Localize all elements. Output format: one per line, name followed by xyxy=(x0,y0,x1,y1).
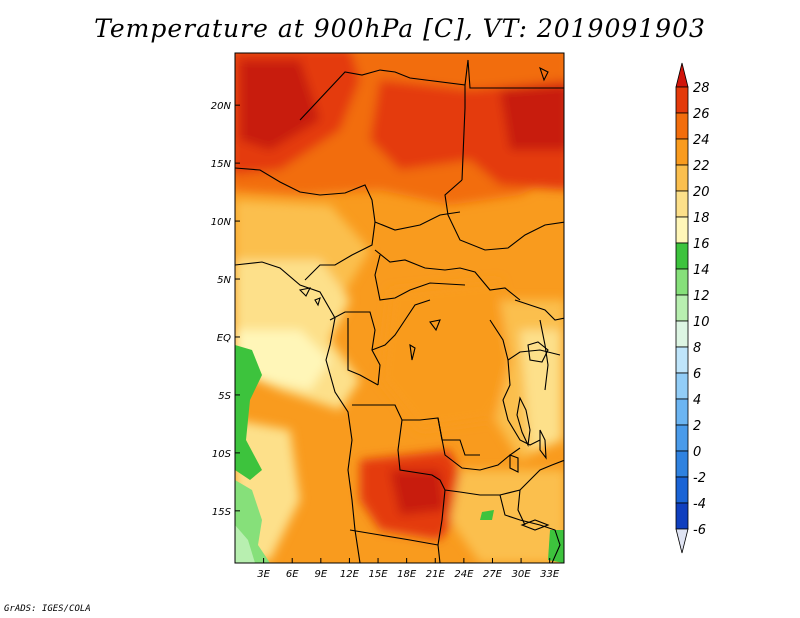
colorbar-under-arrow xyxy=(675,528,689,554)
colorbar-label: 2 xyxy=(693,419,701,434)
colorbar-swatch xyxy=(675,138,689,166)
lon-tick-label: 33E xyxy=(540,569,560,580)
colorbar-swatch xyxy=(675,346,689,374)
lat-tick-label: 15N xyxy=(211,159,232,170)
colorbar-swatch xyxy=(675,268,689,296)
lat-tick-label: 5N xyxy=(217,275,231,286)
colorbar-swatch xyxy=(675,190,689,218)
temperature-field xyxy=(235,53,564,563)
colorbar-label: 8 xyxy=(693,341,701,356)
colorbar-swatch xyxy=(675,476,689,504)
colorbar-swatch xyxy=(675,450,689,478)
lon-tick-label: 12E xyxy=(340,569,360,580)
colorbar-label: 12 xyxy=(693,289,710,304)
colorbar-swatch xyxy=(675,372,689,400)
lon-tick-label: 18E xyxy=(397,569,417,580)
boundary-lines xyxy=(235,59,564,563)
lon-tick-label: 9E xyxy=(314,569,327,580)
lon-tick-label: 6E xyxy=(286,569,299,580)
lat-tick-label: 10N xyxy=(211,217,232,228)
colorbar-label: 0 xyxy=(693,445,701,460)
colorbar-label: 10 xyxy=(693,315,710,330)
colorbar-label: 28 xyxy=(693,81,710,96)
map-frame xyxy=(234,52,565,564)
lat-tick-label: EQ xyxy=(217,333,231,344)
lon-tick-label: 27E xyxy=(483,569,503,580)
colorbar-swatch xyxy=(675,320,689,348)
colorbar-swatch xyxy=(675,216,689,244)
colorbar-label: 26 xyxy=(693,107,710,122)
colorbar-label: -6 xyxy=(693,523,706,538)
lon-tick-label: 24E xyxy=(454,569,474,580)
colorbar-swatch xyxy=(675,164,689,192)
colorbar-swatch xyxy=(675,86,689,114)
longitude-axis: 3E 6E 9E 12E 15E 18E 21E 24E 27E 30E 33E xyxy=(257,558,560,580)
colorbar-swatch xyxy=(675,112,689,140)
colorbar-swatch xyxy=(675,398,689,426)
colorbar-label: 20 xyxy=(693,185,710,200)
colorbar-label: -4 xyxy=(693,497,706,512)
colorbar-label: 18 xyxy=(693,211,710,226)
lon-tick-label: 3E xyxy=(257,569,270,580)
latitude-axis: 20N 15N 10N 5N EQ 5S 10S 15S xyxy=(211,101,240,518)
colorbar-label: 4 xyxy=(693,393,701,408)
grads-credit: GrADS: IGES/COLA xyxy=(4,604,91,614)
colorbar-swatch xyxy=(675,294,689,322)
colorbar-swatch xyxy=(675,242,689,270)
lon-tick-label: 15E xyxy=(369,569,389,580)
lat-tick-label: 10S xyxy=(212,449,232,460)
colorbar-swatch xyxy=(675,502,689,530)
colorbar-label: 14 xyxy=(693,263,710,278)
colorbar-label: -2 xyxy=(693,471,706,486)
lat-tick-label: 15S xyxy=(212,507,232,518)
lon-tick-label: 30E xyxy=(512,569,532,580)
colorbar-label: 24 xyxy=(693,133,710,148)
colorbar-over-arrow xyxy=(675,62,689,88)
map-title: Temperature at 900hPa [C], VT: 201909190… xyxy=(94,14,706,43)
colorbar-swatch xyxy=(675,424,689,452)
lon-tick-label: 21E xyxy=(426,569,446,580)
colorbar-label: 6 xyxy=(693,367,701,382)
colorbar-label: 22 xyxy=(693,159,710,174)
lat-tick-label: 5S xyxy=(218,391,231,402)
lat-tick-label: 20N xyxy=(211,101,232,112)
colorbar-label: 16 xyxy=(693,237,710,252)
